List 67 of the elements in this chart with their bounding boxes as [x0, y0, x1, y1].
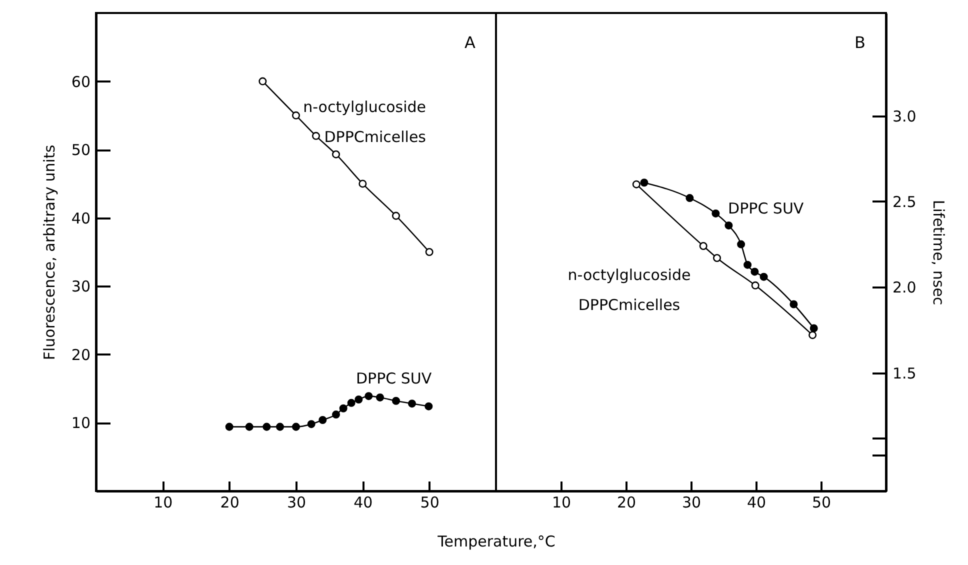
point [276, 422, 284, 431]
point [686, 194, 694, 202]
point [424, 402, 433, 410]
annotation: A [464, 33, 476, 52]
series-label: n-octylglucoside DPPCmicelles [568, 266, 691, 314]
series-label: DPPC SUV [728, 199, 804, 218]
point [751, 281, 760, 290]
point [408, 400, 416, 408]
x-tick-label: 10 [154, 494, 173, 512]
point [699, 242, 708, 250]
y2-tick-label: 2.5 [892, 192, 916, 211]
y-tick-label: 50 [71, 141, 90, 160]
point [425, 248, 434, 256]
point [724, 221, 733, 230]
y2-tick-label: 3.0 [892, 107, 916, 126]
point [225, 422, 234, 431]
x-tick-label: 40 [746, 494, 766, 512]
y-tick-label: 30 [71, 278, 90, 296]
point [790, 300, 798, 308]
point [392, 212, 400, 220]
x-tick-label: 20 [220, 494, 240, 512]
point [750, 268, 759, 276]
point [364, 392, 373, 400]
point [262, 422, 271, 431]
annotation: B [854, 33, 866, 52]
x-axis-title: Temperature,°C [436, 532, 556, 550]
point [712, 254, 722, 262]
point [760, 272, 768, 281]
point [354, 396, 363, 404]
point [808, 331, 817, 340]
point [358, 180, 367, 188]
x-tick-label: 30 [682, 494, 702, 512]
point [318, 416, 327, 424]
point [737, 240, 746, 248]
point [810, 324, 818, 332]
series-label: DPPC SUV [356, 369, 432, 388]
point [712, 209, 720, 218]
x-tick-label: 50 [420, 494, 440, 512]
y-tick-label: 10 [71, 414, 90, 432]
y-tick-label: 40 [71, 209, 90, 228]
x-tick-label: 30 [286, 494, 306, 512]
x-tick-label: 20 [616, 494, 636, 512]
y2-axis-title: Lifetime, nsec [929, 200, 948, 306]
y-tick-label: 20 [71, 346, 90, 364]
point [632, 180, 640, 188]
point [339, 404, 348, 412]
x-tick-label: 10 [552, 494, 572, 512]
y2-tick-label: 1.5 [892, 364, 916, 382]
point [332, 410, 340, 419]
point [312, 132, 320, 140]
y-axis-title: Fluorescence, arbitrary units [40, 144, 58, 360]
point [640, 178, 648, 187]
point [347, 398, 356, 407]
point [332, 150, 340, 158]
point [292, 422, 300, 431]
point [258, 77, 267, 86]
x-tick-label: 40 [354, 494, 373, 512]
series-label: n-octylglucoside DPPCmicelles [303, 98, 426, 146]
y-tick-label: 60 [71, 72, 90, 91]
point [245, 422, 254, 431]
point [307, 420, 316, 428]
point [744, 260, 752, 269]
point [292, 111, 300, 120]
x-tick-label: 50 [812, 494, 832, 512]
point [376, 393, 384, 402]
point [392, 396, 400, 405]
y2-tick-label: 2.0 [892, 278, 916, 297]
